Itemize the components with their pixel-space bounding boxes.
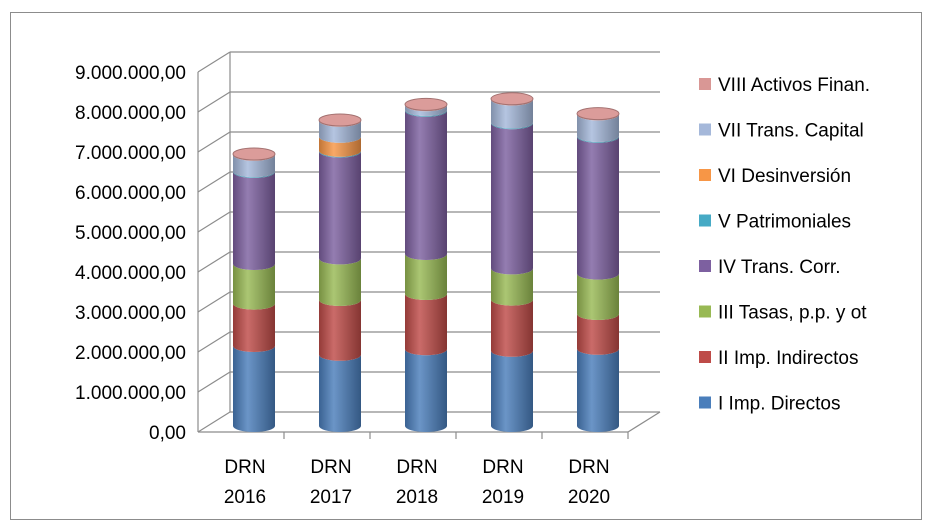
gridline-side	[197, 251, 231, 273]
bar-segment	[319, 151, 361, 265]
bar-segment	[577, 273, 619, 320]
legend-label: VIII Activos Finan.	[718, 75, 870, 96]
bar-segment	[319, 136, 361, 157]
bar-segment	[405, 254, 447, 300]
legend-label: VII Trans. Capital	[718, 121, 864, 142]
x-tick-label: 2017	[310, 487, 352, 508]
y-tick-label: 5.000.000,00	[75, 223, 186, 244]
bar-segment	[577, 114, 619, 142]
y-tick-label: 8.000.000,00	[75, 103, 186, 124]
gridline-side	[197, 291, 231, 313]
y-tick-label: 1.000.000,00	[75, 383, 186, 404]
y-tick-label: 7.000.000,00	[75, 143, 186, 164]
legend-label: IV Trans. Corr.	[718, 257, 840, 278]
legend-label: I Imp. Directos	[718, 394, 840, 415]
floor-right-edge	[627, 411, 661, 433]
bar-segment	[405, 349, 447, 432]
bar-top-cap	[318, 113, 362, 127]
bar-segment	[491, 350, 533, 432]
legend-swatch	[699, 214, 711, 227]
bar-segment	[577, 136, 619, 280]
bar-segment	[233, 303, 275, 352]
gridline-side	[197, 331, 231, 353]
bar-top-cap	[576, 107, 620, 121]
x-tick-label: 2018	[396, 487, 438, 508]
x-tick-label: DRN	[568, 457, 609, 478]
bar-segment	[405, 110, 447, 260]
legend-swatch	[699, 260, 711, 272]
bar-segment	[319, 120, 361, 143]
legend-swatch	[699, 396, 711, 409]
bar-top-cap	[490, 92, 534, 106]
gridline-side	[197, 51, 231, 73]
gridline-side	[197, 411, 231, 433]
legend-label: V Patrimoniales	[718, 212, 851, 233]
gridline-side	[197, 91, 231, 113]
chart-frame	[10, 12, 922, 520]
legend-label: VI Desinversión	[718, 166, 851, 187]
bar-top-cap	[404, 97, 448, 111]
x-tick-label: DRN	[310, 457, 351, 478]
x-tick-label: 2016	[224, 487, 266, 508]
bar-segment	[577, 314, 619, 355]
y-tick-label: 6.000.000,00	[75, 183, 186, 204]
bar-segment	[491, 299, 533, 357]
legend-label: III Tasas, p.p. y ot	[718, 303, 867, 324]
x-tick-label: 2020	[568, 487, 610, 508]
y-tick-label: 2.000.000,00	[75, 343, 186, 364]
gridline-side	[197, 171, 231, 193]
bar-segment	[491, 123, 533, 275]
bar-segment	[233, 172, 275, 270]
x-tick-label: 2019	[482, 487, 524, 508]
gridline-side	[197, 371, 231, 393]
gridline-side	[197, 211, 231, 233]
legend: VIII Activos Finan. VII Trans. Capital VI …	[699, 75, 870, 415]
bar-segment	[233, 264, 275, 310]
bar-segment	[319, 300, 361, 361]
bar-top-cap	[232, 147, 276, 161]
bar-segment	[233, 346, 275, 432]
gridline-side	[197, 131, 231, 153]
bar-segment	[319, 354, 361, 432]
bar-segment	[491, 99, 533, 129]
bars	[232, 92, 620, 432]
legend-swatch	[699, 123, 711, 136]
y-tick-label: 4.000.000,00	[75, 263, 186, 284]
x-tick-label: DRN	[396, 457, 437, 478]
y-tick-label: 9.000.000,00	[75, 63, 186, 84]
bar-segment	[405, 294, 447, 356]
bar-segment	[405, 105, 447, 116]
y-tick-label: 3.000.000,00	[75, 303, 186, 324]
legend-label: II Imp. Indirectos	[718, 348, 858, 369]
bar-segment	[577, 348, 619, 432]
x-tick-label: DRN	[224, 457, 265, 478]
bar-segment	[491, 268, 533, 306]
x-tick-label: DRN	[482, 457, 523, 478]
bar-segment	[319, 258, 361, 306]
y-tick-label: 0,00	[149, 423, 186, 444]
legend-swatch	[699, 169, 711, 181]
bar-segment	[233, 154, 275, 178]
legend-swatch	[699, 305, 711, 318]
legend-swatch	[699, 351, 711, 363]
legend-swatch	[699, 78, 711, 90]
